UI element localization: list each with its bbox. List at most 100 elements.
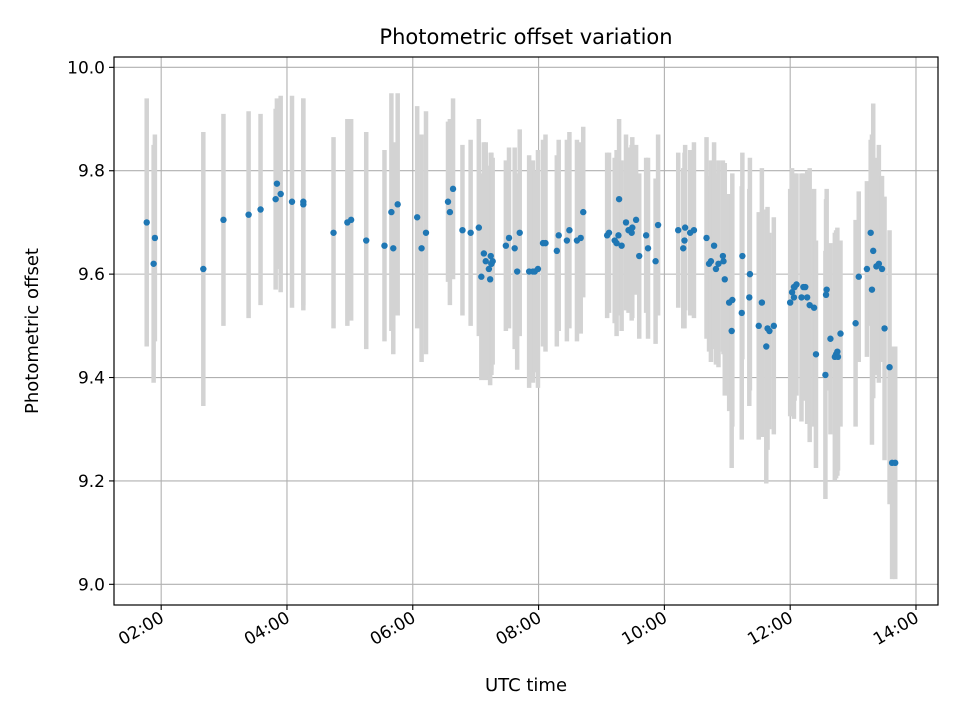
data-points xyxy=(143,180,899,467)
data-point xyxy=(413,214,421,221)
data-point xyxy=(245,211,252,218)
data-point xyxy=(534,265,542,273)
data-point xyxy=(446,208,454,216)
data-point xyxy=(200,265,207,273)
data-point xyxy=(729,296,736,304)
data-point xyxy=(802,283,809,291)
data-point xyxy=(822,371,829,379)
data-point xyxy=(622,219,630,226)
data-point xyxy=(738,309,745,317)
data-point xyxy=(272,195,279,203)
data-point xyxy=(505,234,513,242)
data-point xyxy=(563,237,571,244)
data-point xyxy=(605,229,613,236)
data-point xyxy=(220,216,227,224)
y-axis-label: Photometric offset xyxy=(22,248,43,414)
x-axis-label: UTC time xyxy=(485,675,567,696)
data-point xyxy=(788,289,796,296)
data-point xyxy=(482,258,489,265)
data-point xyxy=(863,265,871,273)
data-point xyxy=(577,234,584,242)
data-point xyxy=(151,234,159,242)
data-point xyxy=(480,250,488,257)
data-point xyxy=(388,208,395,216)
data-point xyxy=(852,320,859,327)
data-point xyxy=(485,265,493,273)
data-point xyxy=(566,226,573,234)
data-point xyxy=(681,237,688,244)
data-point xyxy=(690,226,698,234)
data-point xyxy=(363,237,370,244)
data-point xyxy=(728,327,735,335)
data-point xyxy=(786,299,794,306)
data-point xyxy=(793,281,800,288)
data-point xyxy=(615,232,622,239)
y-tick-label: 9.8 xyxy=(78,162,105,182)
data-point xyxy=(755,322,762,330)
data-point xyxy=(803,294,811,301)
data-point xyxy=(867,229,874,236)
data-point xyxy=(475,224,483,231)
data-point xyxy=(615,195,623,203)
data-point xyxy=(739,252,746,260)
plot-frame xyxy=(113,56,939,606)
data-point xyxy=(489,258,496,265)
data-point xyxy=(555,232,562,239)
data-point xyxy=(516,229,523,236)
data-point xyxy=(715,260,722,267)
data-point xyxy=(680,245,687,252)
data-point xyxy=(834,348,841,355)
data-point xyxy=(766,327,773,335)
data-point xyxy=(746,294,753,301)
data-point xyxy=(810,304,818,311)
data-point xyxy=(878,265,886,273)
data-point xyxy=(628,229,635,236)
data-point xyxy=(855,273,862,280)
data-point xyxy=(681,224,689,231)
data-point xyxy=(513,268,521,275)
data-point xyxy=(720,258,727,265)
data-point xyxy=(770,322,778,330)
data-point xyxy=(837,330,844,337)
data-point xyxy=(790,294,798,301)
data-point xyxy=(636,252,643,260)
data-point xyxy=(478,273,485,280)
data-point xyxy=(632,216,640,224)
data-point xyxy=(553,247,561,255)
data-point xyxy=(721,276,728,283)
data-point xyxy=(347,216,355,224)
data-point xyxy=(881,325,888,332)
data-point xyxy=(758,299,766,306)
data-point xyxy=(644,245,652,252)
data-point xyxy=(707,258,715,265)
chart-title: Photometric offset variation xyxy=(379,25,672,49)
data-point xyxy=(486,276,494,283)
data-point xyxy=(710,242,718,249)
y-tick-label: 9.4 xyxy=(78,369,105,389)
data-point xyxy=(580,208,587,216)
data-point xyxy=(822,291,830,299)
data-point xyxy=(827,335,834,342)
data-point xyxy=(703,234,710,242)
data-point xyxy=(449,185,457,193)
data-point xyxy=(511,245,518,252)
data-point xyxy=(502,242,510,249)
data-point xyxy=(300,198,307,205)
data-point xyxy=(277,190,284,198)
y-tick-label: 10.0 xyxy=(67,58,105,78)
data-point xyxy=(719,252,727,260)
data-point xyxy=(712,265,720,273)
data-point xyxy=(763,343,770,350)
data-point xyxy=(390,245,397,252)
data-point xyxy=(812,351,820,358)
data-point xyxy=(330,229,337,236)
data-point xyxy=(467,229,474,236)
data-point xyxy=(652,258,659,265)
data-point xyxy=(381,242,388,249)
data-point xyxy=(150,260,157,267)
data-point xyxy=(798,294,805,301)
data-point xyxy=(418,245,425,252)
data-point xyxy=(834,353,842,361)
data-point xyxy=(273,180,281,187)
